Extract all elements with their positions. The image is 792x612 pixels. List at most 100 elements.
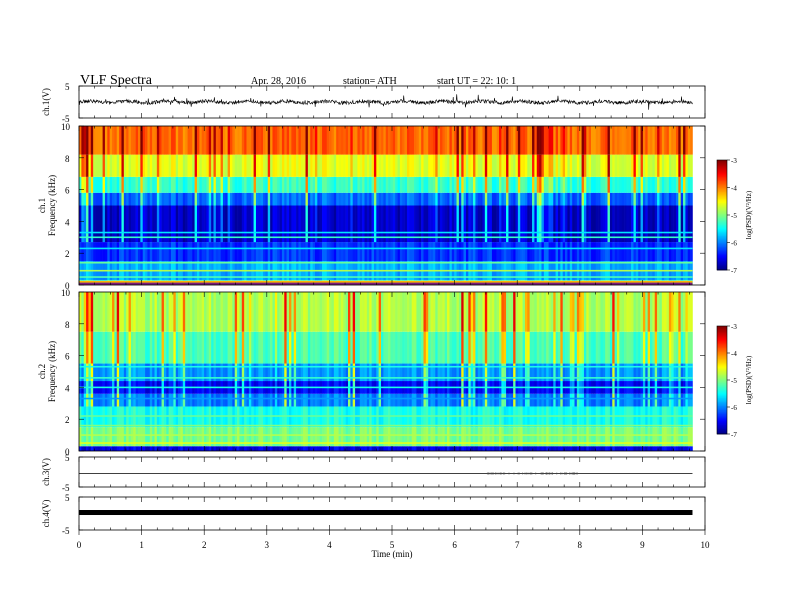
spectrogram-cell <box>220 242 224 262</box>
spectrogram-cell <box>631 154 634 177</box>
spectrogram-cell <box>550 292 554 332</box>
spectrogram-cell <box>465 393 469 407</box>
spectrogram-cell <box>364 427 368 447</box>
spectrogram-cell <box>171 363 174 382</box>
spectrogram-cell <box>185 427 188 447</box>
spectrogram-cell <box>345 192 349 206</box>
spectrogram-cell <box>79 393 82 407</box>
spectrogram-cell <box>475 242 479 262</box>
spectrogram-cell <box>583 427 587 447</box>
spectrogram-cell <box>624 154 627 177</box>
spectrogram-cell <box>668 205 672 243</box>
spectrogram-cell <box>357 192 361 206</box>
spectrogram-cell <box>359 242 363 262</box>
spectrogram-cell <box>657 205 660 243</box>
spectrogram-cell <box>529 292 533 332</box>
colorbar-cell <box>717 385 727 388</box>
spectrogram-cell <box>97 363 101 382</box>
spectrogram-cell <box>425 242 429 262</box>
spectrogram-cell <box>298 192 302 206</box>
spectrogram-cell <box>496 331 500 364</box>
spectrogram-cell <box>456 331 460 364</box>
spectrogram-cell <box>265 192 269 206</box>
spectrogram-cell <box>583 242 587 262</box>
spectrogram-cell <box>598 292 601 332</box>
spectrogram-cell <box>213 192 217 206</box>
spectrogram-cell <box>553 154 556 177</box>
spectrogram-cell <box>133 292 136 332</box>
spectrogram-cell <box>421 331 424 364</box>
spectrogram-cell <box>510 363 514 382</box>
spectrogram-cell <box>612 176 615 193</box>
colorbar-cell <box>717 357 727 359</box>
spectrogram-cell <box>248 393 252 407</box>
spectrogram-cell <box>218 427 221 447</box>
colorbar-cell <box>717 405 727 408</box>
spectrogram-cell <box>557 446 561 451</box>
spectrogram-cell <box>572 292 575 332</box>
spectrogram-cell <box>463 292 467 332</box>
spectrogram-cell <box>286 154 290 177</box>
spectrogram-cell <box>468 393 471 407</box>
spectrogram-cell <box>204 192 207 206</box>
spectrogram-cell <box>397 242 401 262</box>
spectrogram-cell <box>314 192 318 206</box>
spectrogram-cell <box>244 192 247 206</box>
spectrogram-cell <box>373 393 377 407</box>
spectrogram-cell <box>300 331 304 364</box>
spectrogram-cell <box>272 331 276 364</box>
spectrogram-cell <box>633 126 637 155</box>
colorbar-cell <box>717 424 727 427</box>
spectrogram-cell <box>383 154 387 177</box>
colorbar-cell <box>717 397 727 400</box>
spectrogram-cell <box>336 176 339 193</box>
spectrogram-cell <box>414 205 417 243</box>
narrowband-line <box>79 415 693 417</box>
spectrogram-cell <box>293 176 297 193</box>
spectrogram-cell <box>163 154 167 177</box>
spectrogram-cell <box>319 176 323 193</box>
spectrogram-cell <box>409 393 412 407</box>
spectrogram-cell <box>371 154 375 177</box>
spectrogram-cell <box>628 176 632 193</box>
spectrogram-cell <box>83 363 87 382</box>
spectrogram-cell <box>480 446 483 451</box>
spectrogram-cell <box>123 363 127 382</box>
spectrogram-cell <box>395 154 398 177</box>
spectrogram-cell <box>520 154 523 177</box>
spectrogram-cell <box>128 331 132 364</box>
spectrogram-cell <box>371 446 375 451</box>
spectrogram-cell <box>336 427 339 447</box>
spectrogram-cell <box>454 126 457 155</box>
spectrogram-cell <box>142 446 146 451</box>
spectrogram-cell <box>675 427 679 447</box>
spectrogram-cell <box>373 192 377 206</box>
spectrogram-cell <box>626 331 630 364</box>
spectrogram-cell <box>624 427 627 447</box>
spectrogram-cell <box>390 393 394 407</box>
spectrogram-cell <box>319 126 323 155</box>
spectrogram-cell <box>126 154 129 177</box>
spectrogram-cell <box>171 126 174 155</box>
ch3-noise-dot <box>563 472 565 475</box>
spectrogram-cell <box>633 393 637 407</box>
spectrogram-cell <box>600 242 604 262</box>
spectrogram-cell <box>189 292 193 332</box>
spectrogram-cell <box>199 446 202 451</box>
spectrogram-cell <box>218 446 221 451</box>
spectrogram-cell <box>265 154 269 177</box>
colorbar-cell <box>717 355 727 358</box>
spectrogram-cell <box>395 363 398 382</box>
spectrogram-cell <box>378 126 382 155</box>
spectrogram-cell <box>303 446 306 451</box>
spectrogram-cell <box>333 292 337 332</box>
spectrogram-cell <box>244 205 247 243</box>
spectrogram-cell <box>378 242 382 262</box>
spectrogram-cell <box>274 427 278 447</box>
spectrogram-cell <box>501 126 505 155</box>
colorbar-cell <box>717 169 727 172</box>
spectrogram-cell <box>517 242 521 262</box>
spectrogram-cell <box>343 192 346 206</box>
spectrogram-cell <box>189 242 193 262</box>
spectrogram-cell <box>324 331 328 364</box>
